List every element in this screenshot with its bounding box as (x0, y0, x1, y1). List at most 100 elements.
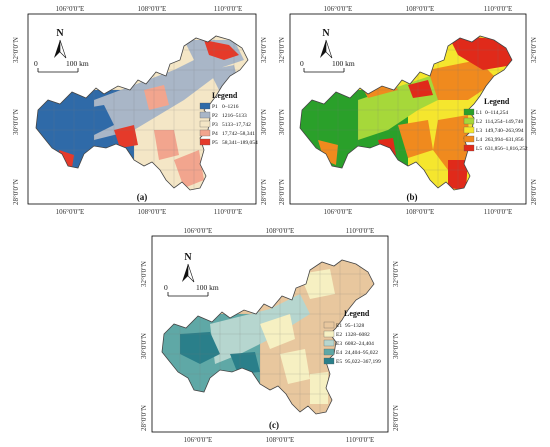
svg-text:N: N (184, 252, 192, 263)
legend: Legend E1 95–1328 E2 1328–6082 E3 6082–2… (323, 309, 381, 365)
legend-range: 17,742–58,341 (222, 131, 255, 137)
tick-y-3-right: 28°0'0"N (530, 179, 538, 205)
map-b-svg: 106°0'0"E 108°0'0"E 110°0'0"E 106°0'0"E … (278, 5, 538, 216)
legend-code: P2 (212, 113, 218, 119)
legend-swatch (199, 120, 211, 128)
north-arrow-icon: N (54, 28, 67, 59)
legend-item-p5: P5 58,341–189,054 (199, 138, 258, 146)
legend-title: Legend (484, 97, 510, 106)
tick-y-2-right: 30°0'0"N (260, 109, 268, 135)
tick-y-1-right: 32°0'0"N (392, 261, 400, 287)
tick-x-1: 106°0'0"E (56, 5, 85, 13)
tick-y-1: 32°0'0"N (278, 37, 286, 63)
north-arrow-icon: N (320, 28, 333, 59)
svg-text:N: N (322, 28, 330, 39)
legend-code: P4 (212, 131, 218, 137)
legend-range: 24,404–95,022 (345, 350, 378, 356)
tick-y-1-right: 32°0'0"N (260, 37, 268, 63)
scale-end: 100 km (332, 59, 355, 68)
map-a-svg: 106°0'0"E 108°0'0"E 110°0'0"E 106°0'0"E … (12, 5, 268, 216)
tick-x-2: 108°0'0"E (138, 5, 167, 13)
tick-y-2-right: 30°0'0"N (392, 333, 400, 359)
legend-code: L2 (476, 119, 482, 125)
tick-y-3-right: 28°0'0"N (392, 405, 400, 431)
legend-range: 631,856–1,816,252 (485, 146, 528, 152)
legend: Legend L1 0–114,254 L2 114,254–149,740 L… (463, 97, 528, 152)
tick-x-1-bottom: 106°0'0"E (324, 208, 353, 216)
legend-item-p4: P4 17,742–58,341 (199, 129, 255, 137)
tick-y-2-right: 30°0'0"N (530, 109, 538, 135)
legend-range: 0–1216 (222, 104, 239, 110)
legend-swatch (199, 111, 211, 119)
legend-item-l4: L4 263,994–631,856 (463, 135, 524, 143)
legend-swatch (463, 126, 475, 134)
legend-code: E3 (336, 341, 342, 347)
panel-label-b: (b) (407, 192, 418, 202)
tick-y-3-right: 28°0'0"N (260, 179, 268, 205)
legend-range: 95,022–367,199 (345, 359, 381, 365)
tick-y-3: 28°0'0"N (278, 179, 286, 205)
tick-x-3: 110°0'0"E (484, 5, 512, 13)
tick-y-3: 28°0'0"N (140, 405, 148, 431)
legend-range: 1216–5133 (222, 113, 247, 119)
panel-label-a: (a) (137, 192, 148, 202)
legend-range: 58,341–189,054 (222, 140, 258, 146)
legend-swatch (323, 330, 335, 338)
tick-x-1-bottom: 106°0'0"E (184, 436, 213, 444)
scale-end: 100 km (196, 283, 219, 292)
legend-swatch (463, 135, 475, 143)
tick-y-1: 32°0'0"N (12, 37, 20, 63)
legend-code: P3 (212, 122, 218, 128)
legend-item-e5: E5 95,022–367,199 (323, 357, 381, 365)
legend-range: 95–1328 (345, 323, 365, 329)
legend-item-p3: P3 5133–17,742 (199, 120, 251, 128)
scale-start: 0 (34, 59, 38, 68)
legend-code: E1 (336, 323, 342, 329)
legend-range: 1328–6082 (345, 332, 370, 338)
legend-item-p2: P2 1216–5133 (199, 111, 247, 119)
legend-code: P1 (212, 104, 218, 110)
tick-x-1-bottom: 106°0'0"E (56, 208, 85, 216)
map-c-svg: 106°0'0"E 108°0'0"E 110°0'0"E 106°0'0"E … (140, 227, 400, 444)
legend-range: 0–114,254 (485, 110, 508, 116)
legend-swatch (463, 144, 475, 152)
tick-y-1-right: 32°0'0"N (530, 37, 538, 63)
legend-item-l5: L5 631,856–1,816,252 (463, 144, 528, 152)
tick-x-3-bottom: 110°0'0"E (484, 208, 512, 216)
legend-code: L4 (476, 137, 482, 143)
tick-x-2-bottom: 108°0'0"E (406, 208, 435, 216)
legend-item-l3: L3 149,740–263,994 (463, 126, 524, 134)
tick-y-3: 28°0'0"N (12, 179, 20, 205)
legend-range: 5133–17,742 (222, 122, 251, 128)
legend-swatch (199, 138, 211, 146)
scale-bar: 0 100 km (300, 59, 355, 73)
legend-item-l1: L1 0–114,254 (463, 108, 508, 116)
tick-x-1: 106°0'0"E (324, 5, 353, 13)
legend-title: Legend (212, 91, 238, 100)
tick-x-3-bottom: 110°0'0"E (346, 436, 374, 444)
legend-item-e3: E3 6082–24,404 (323, 339, 374, 347)
svg-text:N: N (56, 28, 64, 39)
tick-x-2-bottom: 108°0'0"E (266, 436, 295, 444)
legend-code: L3 (476, 128, 482, 134)
legend-swatch (323, 321, 335, 329)
legend-item-e2: E2 1328–6082 (323, 330, 370, 338)
scale-end: 100 km (66, 59, 89, 68)
tick-x-3: 110°0'0"E (214, 5, 242, 13)
north-arrow-icon: N (182, 252, 195, 283)
map-panel-c: 106°0'0"E 108°0'0"E 110°0'0"E 106°0'0"E … (138, 222, 410, 446)
tick-y-1: 32°0'0"N (140, 261, 148, 287)
legend-item-e4: E4 24,404–95,022 (323, 348, 378, 356)
legend-range: 149,740–263,994 (485, 128, 524, 134)
legend-code: E5 (336, 359, 342, 365)
tick-x-3: 110°0'0"E (346, 227, 374, 235)
scale-start: 0 (300, 59, 304, 68)
scale-bar: 0 100 km (164, 283, 219, 297)
legend-range: 263,994–631,856 (485, 137, 524, 143)
tick-x-2-bottom: 108°0'0"E (138, 208, 167, 216)
scale-start: 0 (164, 283, 168, 292)
legend-swatch (199, 102, 211, 110)
legend-code: E4 (336, 350, 342, 356)
legend-swatch (199, 129, 211, 137)
map-panel-a: 106°0'0"E 108°0'0"E 110°0'0"E 106°0'0"E … (4, 0, 276, 218)
